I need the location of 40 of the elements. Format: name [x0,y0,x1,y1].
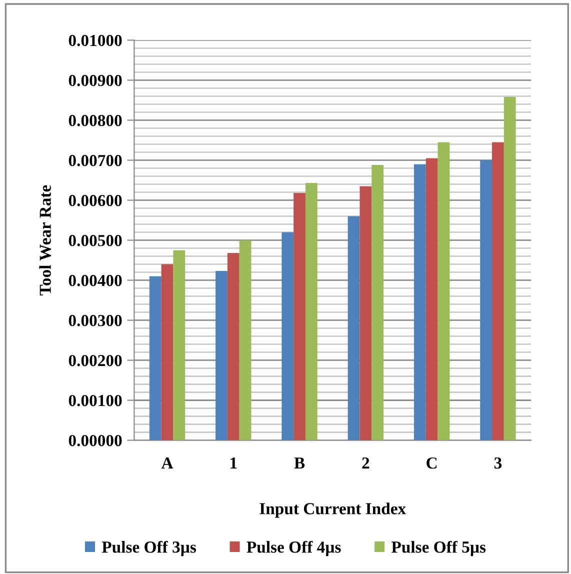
x-tick-label: C [426,457,437,469]
y-tick-label: 0.00900 [68,74,122,86]
bar [161,264,174,440]
legend-label: Pulse Off 5µs [392,540,486,556]
y-tick-label: 0.00100 [68,394,122,406]
y-tick-label: 0.00500 [68,234,122,246]
x-tick-label: 3 [494,457,502,469]
bar [305,183,318,440]
bar [216,271,228,440]
y-tick-label: 0.00800 [68,114,122,126]
bar [227,253,240,440]
bar [360,186,372,440]
y-tick-label: 0.01000 [68,34,122,46]
bar [282,232,294,440]
y-tick-label: 0.00300 [68,314,122,326]
bar [426,158,438,440]
bar [173,250,186,440]
bar [372,165,384,440]
bar [480,160,492,440]
bar [492,142,504,440]
y-tick-label: 0.00700 [68,154,122,166]
bar [438,142,450,440]
legend-label: Pulse Off 3µs [102,540,196,556]
bar [239,240,252,440]
x-tick-label: A [161,457,174,468]
y-tick-label: 0.00000 [68,434,122,446]
bar [149,276,162,440]
y-tick-label: 0.00600 [68,194,122,206]
bar [294,193,306,440]
y-tick-label: 0.00200 [68,354,122,366]
legend-label: Pulse Off 4µs [246,540,341,556]
bar [504,96,516,440]
y-tick-label: 0.00400 [68,274,122,286]
bar [348,216,360,440]
x-axis-title: Input Current Index [260,502,406,518]
bar [414,164,426,440]
x-tick-label: 1 [230,457,237,468]
x-tick-label: 2 [362,457,370,468]
x-tick-label: B [294,458,305,469]
y-axis-title: Tool Wear Rate [39,185,52,296]
